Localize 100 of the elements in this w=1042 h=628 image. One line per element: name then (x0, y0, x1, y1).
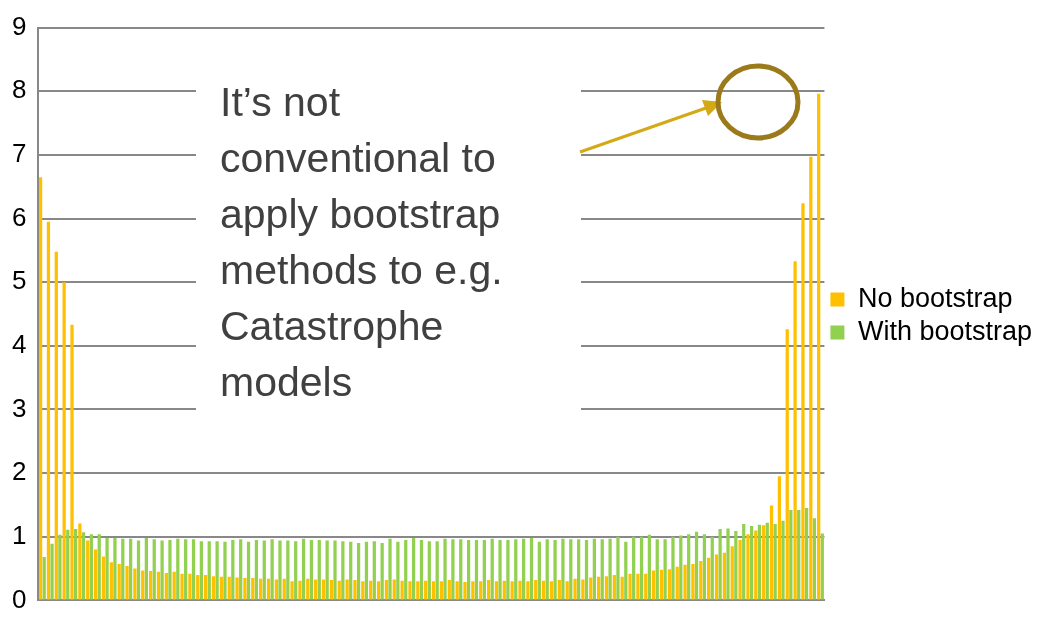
bar (785, 329, 789, 600)
bar (667, 569, 671, 600)
bar (498, 539, 502, 600)
bar (97, 534, 101, 600)
y-tick-label: 8 (11, 74, 27, 105)
bar (364, 541, 369, 600)
bar (152, 539, 156, 600)
bar (702, 534, 707, 600)
bar (526, 581, 530, 600)
bar (42, 557, 46, 600)
bar (270, 539, 274, 600)
bar (545, 539, 549, 600)
bar (738, 539, 742, 600)
bar (671, 536, 675, 600)
bar (636, 573, 640, 600)
bar (647, 534, 652, 600)
bar (74, 529, 78, 600)
bar (204, 574, 208, 600)
y-tick-label: 4 (11, 328, 27, 359)
bar (820, 533, 824, 600)
bar (577, 539, 581, 600)
bar (797, 510, 801, 600)
bar (435, 541, 439, 600)
bar (589, 577, 593, 600)
bar (486, 580, 491, 600)
bar (408, 581, 412, 600)
bar (749, 525, 754, 600)
bar (718, 529, 722, 600)
bar (754, 530, 758, 600)
bar (215, 541, 219, 600)
bar (278, 540, 282, 600)
bar (286, 540, 290, 600)
bar (522, 538, 526, 600)
y-tick-label: 0 (11, 583, 27, 614)
bar (196, 574, 200, 600)
bar (400, 580, 404, 600)
bar (129, 538, 133, 600)
bar (683, 564, 687, 600)
bar (235, 577, 239, 600)
bar (479, 581, 483, 600)
bar (804, 508, 809, 600)
bar (231, 539, 235, 600)
bar (392, 579, 396, 600)
bar (184, 539, 188, 600)
bar (54, 251, 58, 600)
bar (624, 541, 628, 600)
bar (298, 580, 302, 600)
bar (490, 538, 494, 600)
bar (325, 540, 329, 600)
bar (290, 581, 294, 600)
bar (117, 564, 121, 600)
bar (592, 538, 596, 600)
bar (722, 552, 726, 600)
bar (707, 557, 711, 600)
bar (529, 538, 534, 600)
bar (616, 536, 620, 600)
bar (663, 539, 667, 600)
bar (447, 580, 451, 600)
bar (188, 573, 192, 600)
bar (361, 581, 365, 600)
bar (353, 580, 357, 600)
bar (380, 543, 384, 600)
bar (710, 536, 714, 600)
bar (66, 529, 70, 600)
bar (604, 576, 609, 600)
bar (321, 579, 326, 600)
bar (246, 541, 251, 600)
bar (510, 581, 514, 600)
bar (58, 534, 62, 600)
bar (628, 573, 632, 600)
bar (329, 580, 334, 600)
bar (70, 324, 74, 600)
bar (773, 524, 777, 600)
bar (537, 541, 541, 600)
legend-label: No bootstrap (857, 282, 1013, 313)
bar (317, 539, 321, 600)
bar (314, 579, 318, 600)
y-tick-label: 3 (11, 392, 27, 423)
bar (207, 541, 211, 600)
bar (691, 564, 695, 600)
bar (817, 93, 821, 600)
bar (584, 539, 589, 600)
bar (639, 536, 644, 600)
bar (81, 532, 86, 600)
bar (160, 540, 164, 600)
bar (652, 570, 656, 600)
bar (262, 540, 266, 600)
bar (199, 541, 204, 600)
bar (569, 539, 573, 600)
bar (675, 566, 679, 600)
bar (254, 539, 259, 600)
bar (471, 581, 475, 600)
bar (121, 538, 125, 600)
bar (341, 541, 345, 600)
bar (38, 177, 43, 600)
bar (86, 540, 90, 600)
bar (659, 569, 664, 600)
bar (431, 581, 436, 600)
bar (549, 581, 554, 600)
bar (211, 576, 216, 600)
